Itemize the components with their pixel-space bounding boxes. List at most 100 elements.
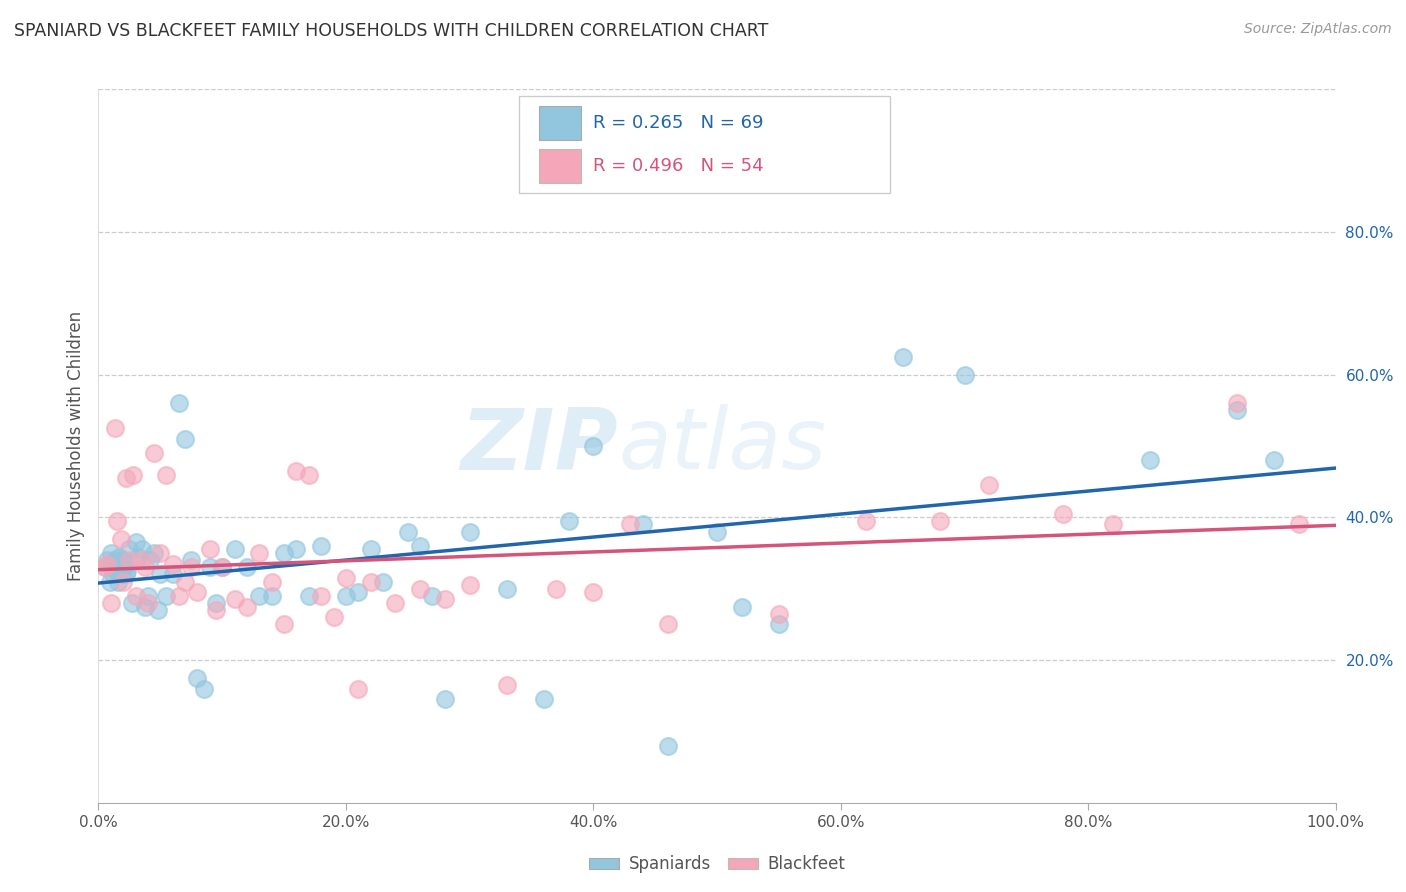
Point <box>224 542 246 557</box>
Point <box>657 739 679 753</box>
Point <box>409 539 432 553</box>
FancyBboxPatch shape <box>519 96 890 193</box>
Point <box>371 574 394 589</box>
Point <box>146 603 169 617</box>
Point <box>167 589 190 603</box>
Point <box>247 546 270 560</box>
Point <box>557 514 579 528</box>
Point <box>186 585 208 599</box>
Point <box>118 542 141 557</box>
Point <box>131 542 153 557</box>
Point <box>422 589 444 603</box>
FancyBboxPatch shape <box>538 149 581 183</box>
Point <box>347 681 370 696</box>
Point <box>495 582 517 596</box>
Point <box>136 589 159 603</box>
Point <box>260 574 283 589</box>
Point <box>193 681 215 696</box>
Point <box>112 553 135 567</box>
Point <box>205 596 228 610</box>
Point <box>103 553 125 567</box>
Text: R = 0.265   N = 69: R = 0.265 N = 69 <box>593 114 763 132</box>
Point <box>115 564 138 578</box>
Point <box>458 524 481 539</box>
Text: atlas: atlas <box>619 404 827 488</box>
Point <box>768 617 790 632</box>
Point <box>211 560 233 574</box>
Point <box>127 549 149 564</box>
Point <box>180 560 202 574</box>
Point <box>93 560 115 574</box>
Point <box>98 574 121 589</box>
Point <box>285 542 308 557</box>
Point <box>167 396 190 410</box>
Point <box>495 678 517 692</box>
Point <box>103 421 125 435</box>
Point <box>247 589 270 603</box>
Point <box>143 446 166 460</box>
Point <box>139 553 162 567</box>
Point <box>396 524 419 539</box>
Point <box>309 539 332 553</box>
Point <box>149 567 172 582</box>
Point <box>198 560 221 574</box>
Text: R = 0.496   N = 54: R = 0.496 N = 54 <box>593 157 763 175</box>
Point <box>105 514 128 528</box>
Point <box>136 596 159 610</box>
Point <box>224 592 246 607</box>
Point <box>180 553 202 567</box>
Point <box>409 582 432 596</box>
Point <box>131 553 153 567</box>
Text: ZIP: ZIP <box>460 404 619 488</box>
Point <box>143 546 166 560</box>
Point <box>619 517 641 532</box>
Point <box>103 567 125 582</box>
Point <box>162 567 184 582</box>
Point <box>108 549 131 564</box>
Point <box>93 560 115 574</box>
Point <box>298 467 321 482</box>
Point <box>236 560 259 574</box>
Point <box>731 599 754 614</box>
Y-axis label: Family Households with Children: Family Households with Children <box>66 311 84 581</box>
Point <box>928 514 950 528</box>
Text: SPANIARD VS BLACKFEET FAMILY HOUSEHOLDS WITH CHILDREN CORRELATION CHART: SPANIARD VS BLACKFEET FAMILY HOUSEHOLDS … <box>14 22 769 40</box>
Point <box>174 574 197 589</box>
Point <box>1226 396 1249 410</box>
Point <box>110 560 132 574</box>
Point <box>112 574 135 589</box>
Point <box>118 553 141 567</box>
Point <box>1052 507 1074 521</box>
Point <box>273 617 295 632</box>
Point <box>96 557 118 571</box>
Point <box>1102 517 1125 532</box>
Point <box>546 582 568 596</box>
Text: Source: ZipAtlas.com: Source: ZipAtlas.com <box>1244 22 1392 37</box>
Point <box>198 542 221 557</box>
Legend: Spaniards, Blackfeet: Spaniards, Blackfeet <box>582 849 852 880</box>
Point <box>360 574 382 589</box>
Point <box>205 603 228 617</box>
Point <box>347 585 370 599</box>
Point <box>657 617 679 632</box>
Point <box>96 553 118 567</box>
Point <box>114 471 136 485</box>
Point <box>433 592 456 607</box>
Point <box>134 560 156 574</box>
Point <box>309 589 332 603</box>
Point <box>121 596 143 610</box>
Point <box>174 432 197 446</box>
Point <box>100 546 122 560</box>
Point <box>768 607 790 621</box>
Point <box>124 535 146 549</box>
Point <box>100 596 122 610</box>
Point <box>979 478 1001 492</box>
Point <box>891 350 914 364</box>
Point <box>335 589 357 603</box>
Point <box>186 671 208 685</box>
Point <box>1139 453 1161 467</box>
Point <box>335 571 357 585</box>
Point <box>111 567 134 582</box>
Point <box>582 585 605 599</box>
FancyBboxPatch shape <box>538 106 581 140</box>
